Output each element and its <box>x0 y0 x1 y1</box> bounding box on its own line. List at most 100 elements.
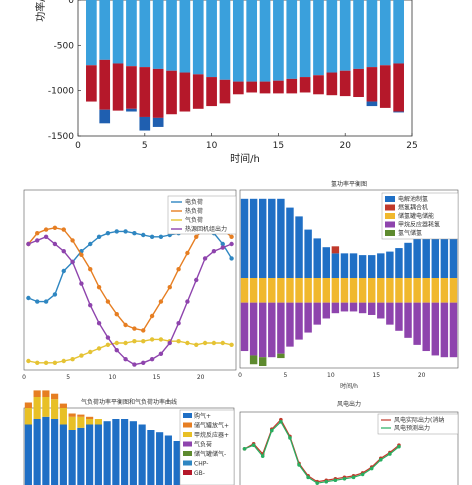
chart1-bar <box>339 70 351 97</box>
chart1-bar <box>313 0 324 76</box>
chart1-ytick-label: -1500 <box>48 132 74 142</box>
chart3-bar <box>386 278 394 303</box>
chart2-point <box>96 234 102 239</box>
chart1-bar <box>232 0 244 82</box>
chart2-point <box>88 303 93 308</box>
chart1-bar <box>126 108 137 112</box>
chart3-legend-swatch <box>385 213 395 219</box>
chart1-bar <box>286 0 298 79</box>
chart5-series-line <box>244 420 400 484</box>
chart2-point <box>105 335 111 340</box>
chart2-point <box>88 241 93 247</box>
chart4-bar <box>68 413 76 417</box>
chart2-point <box>61 227 66 232</box>
chart1-bar <box>86 65 97 102</box>
chart5-title: 风电出力 <box>337 400 361 408</box>
chart2-point <box>61 268 66 274</box>
chart3-bar <box>258 357 267 366</box>
chart3-bar <box>413 302 421 345</box>
chart3-bar <box>313 278 321 303</box>
chart2-point <box>176 339 181 344</box>
chart3-bar <box>249 302 258 356</box>
chart3-bar <box>268 278 276 303</box>
chart3-legend-swatch <box>385 204 395 211</box>
chart2-legend-label: 电负荷 <box>185 198 203 206</box>
chart3-bar <box>313 302 321 325</box>
chart1-bar <box>86 0 97 66</box>
chart2-point <box>123 340 128 346</box>
chart2-point <box>185 250 190 256</box>
chart4-legend-swatch <box>183 441 192 447</box>
chart1-bar <box>219 79 231 104</box>
chart4-bar <box>51 393 59 400</box>
chart3-bar <box>277 302 285 354</box>
chart3-xtick-label: 20 <box>418 372 426 379</box>
chart4-title: 气负荷功率平衡图和气负荷功率曲线 <box>81 398 177 406</box>
chart1-bar <box>206 77 217 107</box>
chart4-bar <box>42 416 50 485</box>
chart2-point <box>167 340 172 346</box>
chart1-bar <box>299 0 311 78</box>
chart4-legend-label: GB- <box>194 470 205 477</box>
chart2-point <box>52 225 58 230</box>
chart1-bar <box>179 72 191 112</box>
chart4-bar <box>33 397 41 419</box>
chart1-bar <box>126 66 137 109</box>
chart5-point <box>369 466 374 471</box>
chart2-xtick-label: 0 <box>22 374 26 381</box>
chart2-point <box>61 358 66 364</box>
chart3-bar <box>322 247 331 278</box>
chart2-point <box>114 312 119 317</box>
chart2-point <box>132 231 137 236</box>
chart2-point <box>132 339 137 344</box>
chart3-xtick-label: 15 <box>372 372 380 379</box>
chart2-legend-label: 热源回机组出力 <box>185 225 227 233</box>
chart1-bar <box>179 0 191 73</box>
chart3-bar <box>422 302 430 352</box>
chart3-bar <box>331 302 340 314</box>
chart3-bar <box>304 278 312 303</box>
chart2-point <box>123 229 128 234</box>
chart3-bar <box>440 226 449 278</box>
chart4-bar <box>164 435 172 485</box>
chart3-legend-label: 电解池制氢 <box>398 195 428 203</box>
chart3-bar <box>404 278 412 303</box>
chart3-bar <box>304 302 312 333</box>
chart3-bar <box>340 302 349 312</box>
chart1-xtick-label: 20 <box>339 141 351 151</box>
chart4-bar <box>156 432 164 485</box>
chart2-point <box>52 292 58 297</box>
chart1-bar <box>192 74 204 109</box>
chart1-bar <box>246 0 258 82</box>
chart1-bar <box>192 0 204 75</box>
chart1-bar <box>313 75 324 95</box>
chart1-bar <box>112 63 124 111</box>
chart2-point <box>43 227 49 232</box>
chart1-xtick-label: 5 <box>142 141 148 151</box>
chart3-bar <box>449 302 458 358</box>
chart1-bar <box>299 77 311 93</box>
chart2-legend-label: 气负荷 <box>185 216 203 224</box>
chart1-bar <box>259 81 271 94</box>
chart3-bar <box>322 278 331 303</box>
chart1-bar <box>139 0 151 68</box>
chart5-point <box>269 428 274 433</box>
chart3-bar <box>331 278 340 303</box>
chart1-bar <box>366 67 378 102</box>
chart3-legend-label: 甲烷反应器耗氢 <box>398 221 440 229</box>
chart2-point <box>79 353 84 358</box>
chart4-bar <box>77 414 85 417</box>
chart2-point <box>123 322 128 328</box>
chart2-point <box>35 238 40 243</box>
chart4-bar <box>51 399 59 419</box>
chart3-xlabel: 时间/h <box>340 382 358 390</box>
chart3-bar <box>322 302 331 319</box>
chart3-bar <box>449 223 458 278</box>
chart2-point <box>114 348 119 353</box>
chart3-bar <box>258 278 267 303</box>
chart2-point <box>194 234 199 239</box>
